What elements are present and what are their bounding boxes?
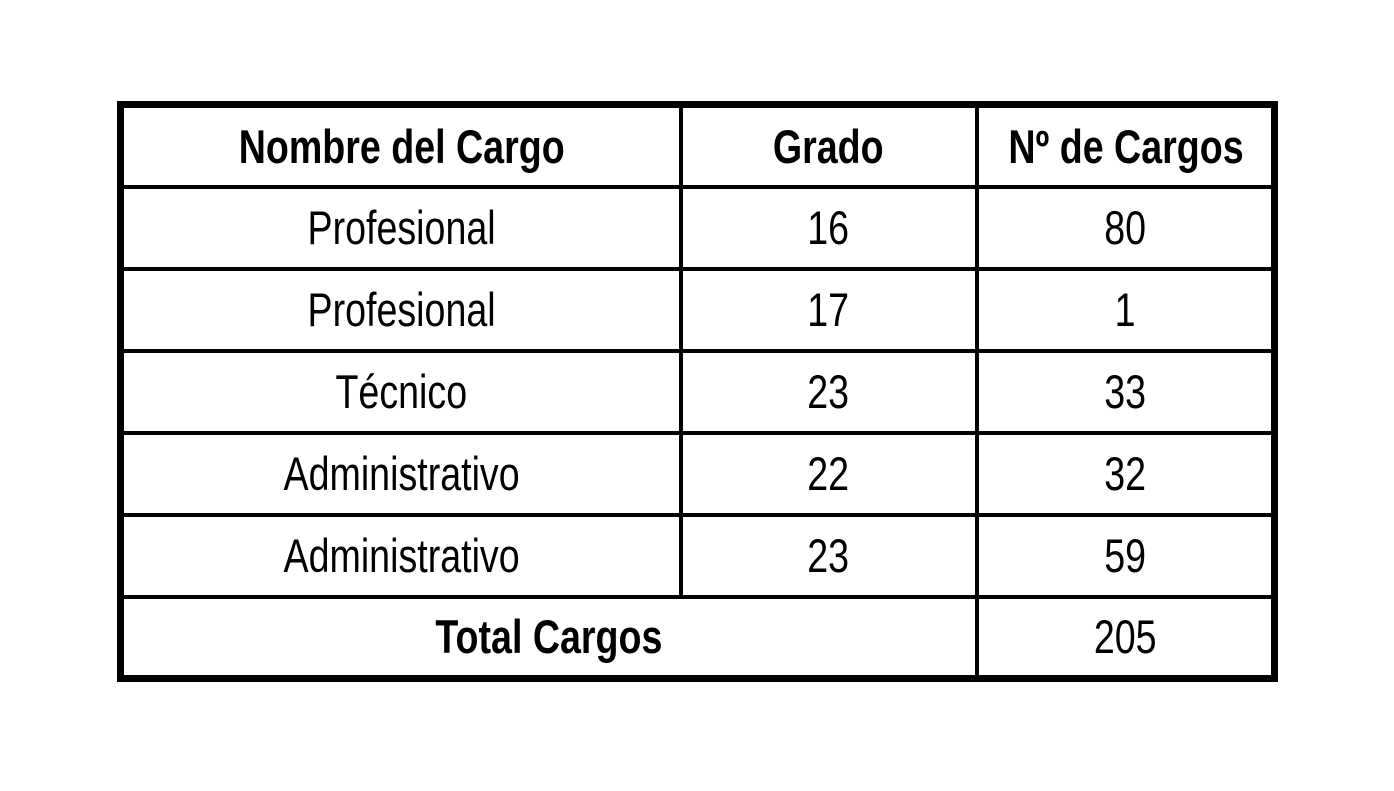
cell-num-cargos: 33	[974, 348, 1277, 435]
header-grado-label: Grado	[773, 119, 884, 173]
header-nombre-del-cargo-label: Nombre del Cargo	[238, 119, 565, 173]
cell-grado: 23	[678, 512, 979, 599]
total-value-cell: 205	[974, 594, 1277, 681]
cell-nombre: Técnico	[118, 348, 683, 435]
cell-nombre: Administrativo	[118, 430, 683, 517]
cell-grado: 17	[678, 266, 979, 353]
table-row: Administrativo 22 32	[118, 430, 1277, 517]
table-row: Técnico 23 33	[118, 348, 1277, 435]
cell-nombre-text: Profesional	[307, 201, 496, 254]
cell-nombre-text: Profesional	[307, 283, 496, 336]
cell-num-cargos-text: 33	[1103, 365, 1146, 418]
cell-grado: 22	[678, 430, 979, 517]
table-row: Administrativo 23 59	[118, 512, 1277, 599]
cell-grado-text: 23	[807, 365, 850, 418]
cell-num-cargos-text: 1	[1114, 283, 1136, 336]
total-value-text: 205	[1093, 610, 1157, 664]
cell-grado: 16	[678, 184, 979, 271]
cell-nombre-text: Administrativo	[283, 529, 520, 582]
cell-grado: 23	[678, 348, 979, 435]
header-num-cargos: Nº de Cargos	[974, 102, 1277, 189]
cell-grado-text: 16	[807, 201, 850, 254]
cell-num-cargos-text: 32	[1103, 447, 1146, 500]
cell-nombre: Profesional	[118, 184, 683, 271]
cargos-table: Nombre del Cargo Grado Nº de Cargos Prof…	[117, 101, 1278, 682]
cell-nombre-text: Administrativo	[283, 447, 520, 500]
table-header-row: Nombre del Cargo Grado Nº de Cargos	[118, 102, 1277, 189]
cell-nombre: Administrativo	[118, 512, 683, 599]
header-nombre-del-cargo: Nombre del Cargo	[118, 102, 683, 189]
total-label-text: Total Cargos	[435, 610, 663, 664]
cell-num-cargos: 59	[974, 512, 1277, 599]
header-grado: Grado	[678, 102, 979, 189]
cell-num-cargos-text: 80	[1103, 201, 1146, 254]
cell-num-cargos: 1	[974, 266, 1277, 353]
table-row: Profesional 16 80	[118, 184, 1277, 271]
cell-nombre: Profesional	[118, 266, 683, 353]
cell-grado-text: 17	[807, 283, 850, 336]
table-row: Profesional 17 1	[118, 266, 1277, 353]
cell-grado-text: 22	[807, 447, 850, 500]
cell-num-cargos: 32	[974, 430, 1277, 517]
total-label-cell: Total Cargos	[118, 594, 979, 681]
cell-num-cargos-text: 59	[1103, 529, 1146, 582]
cell-grado-text: 23	[807, 529, 850, 582]
header-num-cargos-label: Nº de Cargos	[1007, 119, 1244, 173]
cell-nombre-text: Técnico	[335, 365, 468, 418]
table-total-row: Total Cargos 205	[118, 594, 1277, 681]
cell-num-cargos: 80	[974, 184, 1277, 271]
